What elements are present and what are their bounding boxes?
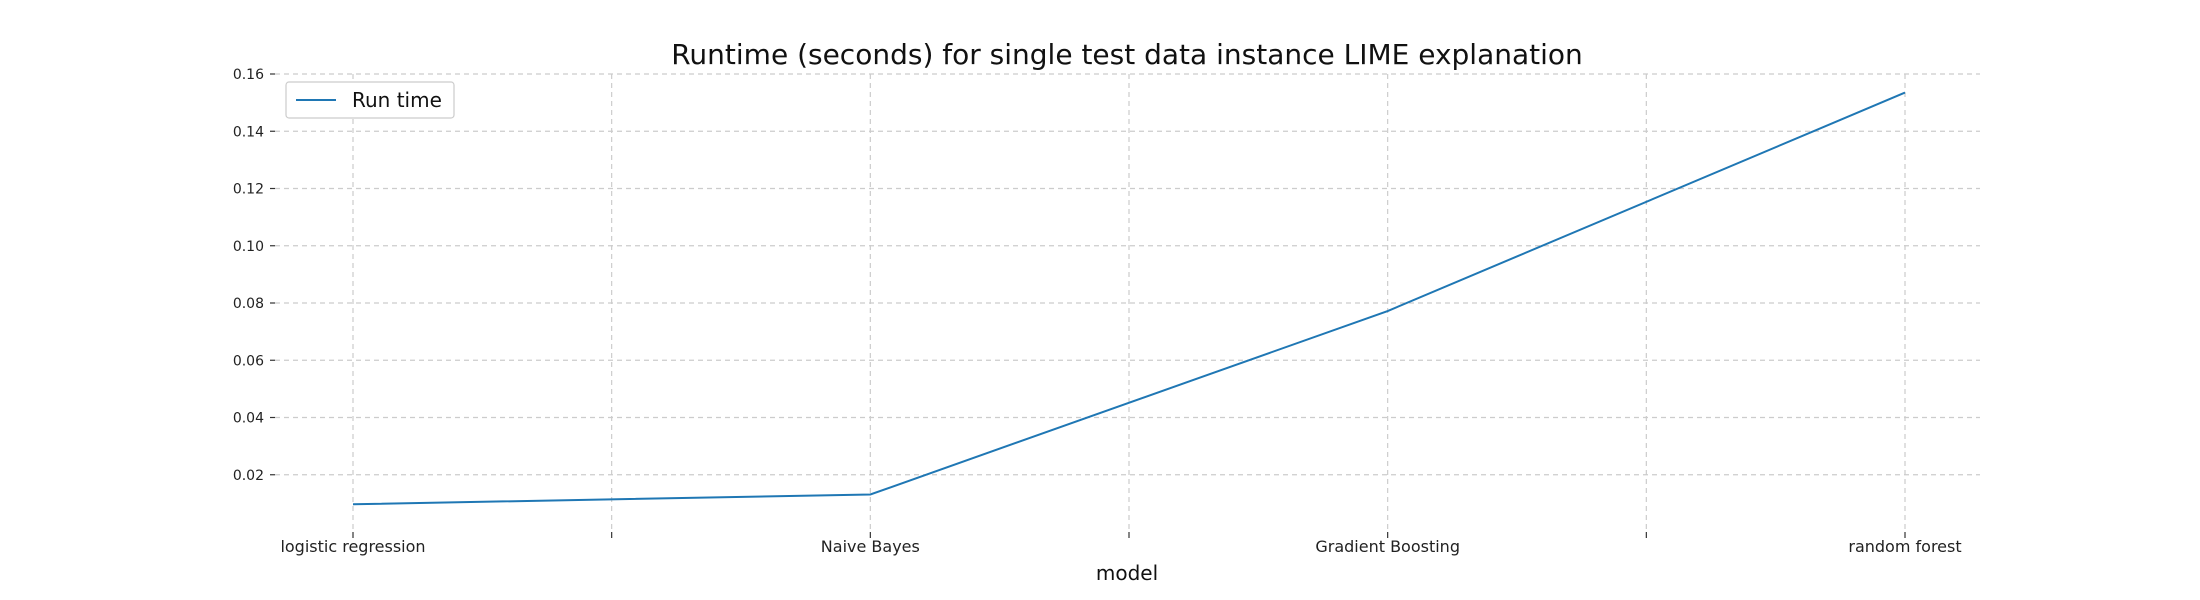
y-tick-label: 0.02 [233, 468, 264, 484]
series-line [352, 91, 1906, 506]
legend-box [285, 81, 455, 119]
legend: Run time [285, 81, 455, 119]
x-tick-label: random forest [1848, 537, 1961, 556]
series-layer [352, 91, 1906, 506]
x-tick-label: logistic regression [280, 537, 425, 556]
y-tick-label: 0.06 [233, 353, 264, 369]
chart-title: Runtime (seconds) for single test data i… [671, 38, 1583, 71]
y-tick-label: 0.12 [233, 182, 264, 198]
x-axis-label: model [1096, 561, 1158, 585]
y-axis: 0.02 0.04 0.06 0.08 0.10 0.12 0.14 0.16 [233, 67, 275, 484]
y-tick-label: 0.10 [233, 239, 264, 255]
x-tick-label: Naive Bayes [821, 537, 920, 556]
x-tick-label: Gradient Boosting [1315, 537, 1460, 556]
legend-label: Run time [352, 88, 442, 112]
y-tick-label: 0.04 [233, 411, 264, 427]
y-tick-label: 0.16 [233, 67, 264, 83]
grid-lines [275, 73, 1980, 532]
y-tick-label: 0.08 [233, 296, 264, 312]
y-tick-label: 0.14 [233, 124, 264, 140]
x-axis: logistic regression Naive Bayes Gradient B… [280, 532, 1962, 556]
